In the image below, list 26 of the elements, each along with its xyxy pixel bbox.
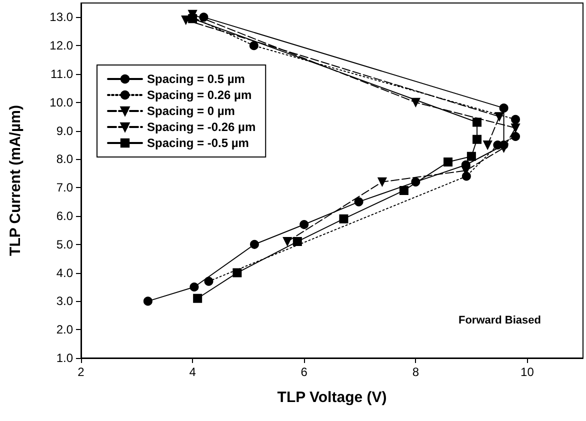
x-tick-label: 8 [412, 365, 420, 379]
y-tick-label: 10.0 [50, 95, 74, 110]
legend-label: Spacing = 0.5 µm [147, 72, 245, 86]
y-tick-label: 13.0 [50, 10, 74, 24]
y-tick-label: 8.0 [56, 152, 74, 166]
y-tick-label: 4.0 [56, 266, 74, 280]
legend-label: Spacing = -0.26 µm [147, 120, 256, 134]
legend-label: Spacing = 0 µm [147, 104, 235, 118]
y-tick-label: 1.0 [56, 351, 74, 365]
y-tick-label: 9.0 [56, 124, 74, 138]
y-tick-label: 5.0 [56, 237, 74, 252]
y-axis-title: TLP Current (mA/µm) [7, 105, 24, 256]
x-axis-title: TLP Voltage (V) [277, 389, 387, 406]
legend-label: Spacing = -0.5 µm [147, 136, 249, 150]
y-tick-label: 3.0 [56, 294, 74, 308]
x-tick-label: 2 [78, 365, 85, 379]
y-tick-label: 11.0 [50, 67, 74, 81]
y-tick-label: 6.0 [56, 209, 74, 223]
y-tick-label: 7.0 [56, 180, 74, 195]
y-tick-label: 2.0 [56, 322, 74, 337]
x-tick-label: 6 [300, 365, 308, 379]
y-tick-label: 12.0 [50, 38, 74, 53]
x-tick-label: 10 [520, 365, 534, 379]
x-tick-label: 4 [189, 365, 196, 379]
annotation: Forward Biased [458, 314, 542, 326]
legend-label: Spacing = 0.26 µm [147, 88, 252, 102]
